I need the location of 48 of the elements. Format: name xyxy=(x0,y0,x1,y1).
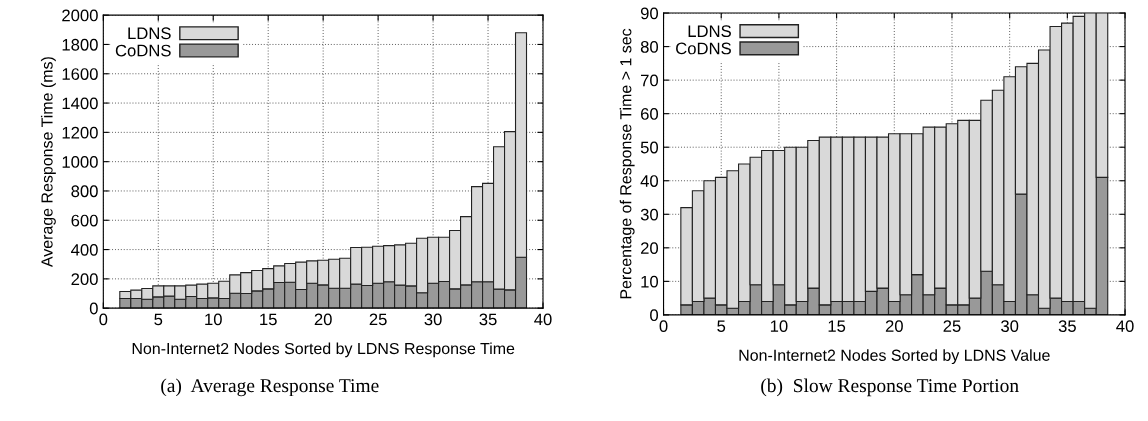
x-tick-label: 25 xyxy=(943,320,961,333)
x-tick-label: 20 xyxy=(885,320,903,333)
y-axis-title: Percentage of Response Time > 1 sec xyxy=(619,28,635,299)
x-tick-label: 40 xyxy=(1116,320,1134,333)
y-tick-label: 1400 xyxy=(62,97,98,110)
y-tick-label: 1800 xyxy=(62,38,98,51)
y-tick-label: 1200 xyxy=(62,126,98,139)
y-tick-label: 10 xyxy=(641,275,659,288)
y-tick-label: 30 xyxy=(640,208,659,221)
x-tick-label: 40 xyxy=(534,313,552,326)
text: (a) Average Response Time xyxy=(161,378,379,397)
text: (b) Slow Response Time Portion xyxy=(761,378,1019,397)
y-tick-label: 2000 xyxy=(62,9,98,22)
x-tick-label: 0 xyxy=(659,320,668,333)
legend-label: CoDNS xyxy=(115,44,171,57)
x-tick-label: 35 xyxy=(1058,320,1076,333)
y-tick-label: 1600 xyxy=(62,68,98,80)
legend-label: CoDNS xyxy=(676,42,731,55)
y-tick-label: 600 xyxy=(71,214,98,227)
y-tick-label: 1000 xyxy=(62,156,98,168)
x-tick-label: 20 xyxy=(314,313,332,326)
legend-label: LDNS xyxy=(688,25,731,38)
y-tick-label: 800 xyxy=(71,185,98,198)
legend-label: LDNS xyxy=(128,27,171,40)
x-tick-label: 30 xyxy=(424,313,442,326)
x-axis-title: Non-Internet2 Nodes Sorted by LDNS Value xyxy=(739,349,1050,365)
y-tick-label: 400 xyxy=(71,243,98,256)
x-tick-label: 15 xyxy=(828,320,846,333)
x-tick-label: 10 xyxy=(205,313,222,326)
y-tick-label: 70 xyxy=(641,74,659,87)
x-tick-label: 5 xyxy=(154,313,163,326)
y-tick-label: 80 xyxy=(640,40,659,53)
x-tick-label: 15 xyxy=(260,313,277,326)
x-axis-title: Non-Internet2 Nodes Sorted by LDNS Response Time xyxy=(132,342,515,358)
y-tick-label: 0 xyxy=(89,302,98,315)
y-tick-label: 60 xyxy=(640,108,659,120)
y-tick-label: 200 xyxy=(71,273,98,286)
y-tick-label: 90 xyxy=(640,7,659,20)
x-tick-label: 0 xyxy=(99,313,108,326)
x-tick-label: 5 xyxy=(717,320,726,333)
y-tick-label: 50 xyxy=(640,141,659,154)
x-tick-label: 25 xyxy=(369,313,387,326)
y-axis-title: Average Response Time (ms) xyxy=(40,57,56,268)
x-tick-label: 30 xyxy=(1001,320,1019,333)
y-tick-label: 40 xyxy=(640,175,659,187)
y-tick-label: 20 xyxy=(640,242,659,255)
x-tick-label: 35 xyxy=(479,313,497,326)
x-tick-label: 10 xyxy=(770,320,788,333)
